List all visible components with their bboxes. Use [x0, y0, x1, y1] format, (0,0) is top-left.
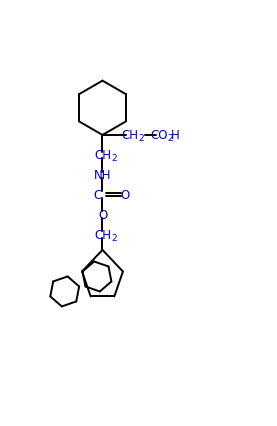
Text: H: H	[171, 129, 180, 141]
Text: C: C	[93, 189, 102, 202]
Text: 2: 2	[167, 134, 173, 143]
Text: O: O	[98, 209, 107, 222]
Text: O: O	[120, 189, 130, 202]
Text: 2: 2	[138, 134, 144, 143]
Text: 2: 2	[111, 154, 117, 163]
Text: CO: CO	[150, 129, 168, 141]
Text: 2: 2	[111, 233, 117, 242]
Text: CH: CH	[94, 149, 112, 162]
Text: NH: NH	[94, 169, 112, 182]
Text: CH: CH	[122, 129, 139, 141]
Text: CH: CH	[94, 229, 112, 242]
